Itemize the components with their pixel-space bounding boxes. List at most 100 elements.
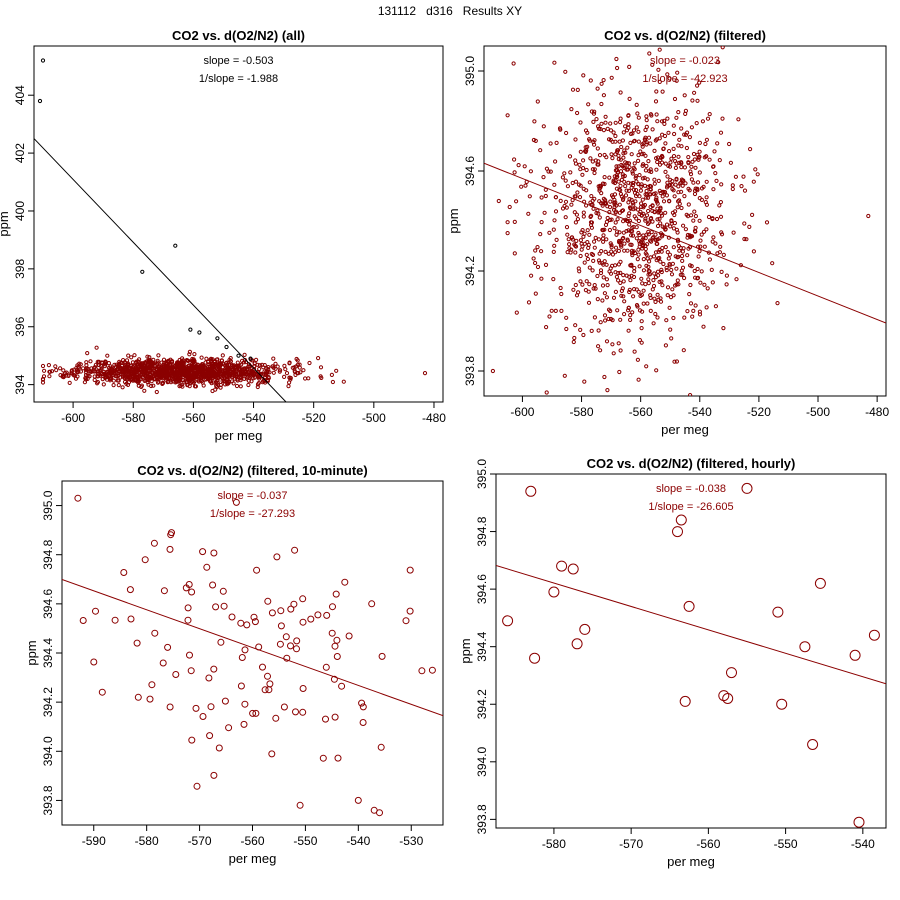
data-point [543, 262, 549, 267]
points-group [37, 58, 428, 395]
data-point [699, 197, 705, 202]
data-point [653, 275, 659, 280]
data-point [609, 217, 614, 222]
data-point [125, 361, 131, 366]
data-point [265, 686, 273, 694]
data-point [675, 278, 680, 283]
data-point [156, 353, 161, 358]
data-point [552, 60, 557, 65]
data-point [641, 257, 646, 262]
data-point [637, 173, 642, 178]
data-point [208, 379, 213, 384]
data-point [690, 159, 695, 164]
data-point [406, 607, 414, 615]
data-point [663, 227, 668, 232]
data-point [609, 193, 615, 198]
data-point [618, 120, 623, 125]
data-point [539, 276, 544, 281]
data-point [688, 235, 693, 240]
data-point [637, 194, 642, 199]
data-point [604, 295, 610, 300]
data-point [636, 115, 641, 120]
x-tick-label: -480 [865, 405, 889, 419]
data-point [635, 304, 640, 309]
data-point [301, 368, 306, 373]
data-point [157, 376, 162, 381]
data-point [514, 310, 519, 315]
data-point [648, 112, 654, 117]
data-point [663, 245, 668, 250]
data-point [406, 566, 414, 574]
data-point [707, 157, 712, 162]
data-point [602, 291, 608, 296]
data-point [631, 183, 636, 188]
data-point [570, 180, 575, 186]
data-point [287, 605, 295, 613]
data-point [585, 130, 590, 135]
data-point [162, 372, 167, 377]
data-point [514, 199, 519, 204]
data-point [602, 175, 607, 180]
data-point [523, 183, 528, 188]
x-tick-label: -590 [82, 834, 106, 848]
data-point [691, 308, 696, 313]
data-point [672, 526, 683, 538]
data-point [195, 362, 200, 367]
data-point [674, 266, 679, 271]
data-point [644, 252, 649, 257]
data-point [609, 75, 614, 80]
data-point [255, 384, 260, 390]
data-point [648, 238, 653, 243]
data-point [578, 327, 583, 332]
data-point [597, 260, 602, 265]
data-point [549, 308, 554, 313]
data-point [562, 171, 567, 176]
data-point [722, 693, 734, 704]
data-point [329, 372, 334, 377]
data-point [618, 188, 623, 193]
data-point [345, 632, 353, 640]
data-point [581, 186, 586, 191]
data-point [610, 342, 615, 347]
data-point [638, 209, 643, 214]
data-point [192, 375, 197, 381]
x-tick-label: -530 [399, 834, 423, 848]
data-point [611, 295, 617, 300]
data-point [582, 260, 587, 265]
data-point [293, 637, 301, 645]
data-point [716, 60, 721, 65]
data-point [538, 148, 543, 153]
data-point [535, 245, 540, 250]
data-point [688, 301, 694, 306]
data-point [704, 154, 709, 159]
data-point [126, 353, 131, 358]
data-point [573, 282, 578, 288]
data-point [111, 378, 116, 383]
data-point [671, 315, 676, 321]
data-point [90, 369, 95, 374]
data-point [533, 248, 538, 253]
data-point [764, 220, 770, 225]
data-point [664, 268, 669, 273]
data-point [679, 126, 684, 131]
data-point [688, 169, 693, 174]
data-point [214, 357, 219, 362]
data-point [705, 116, 711, 121]
data-point [210, 357, 215, 362]
data-point [554, 140, 559, 145]
data-point [628, 317, 633, 322]
data-point [610, 263, 615, 268]
data-point [751, 249, 757, 254]
data-point [626, 200, 631, 205]
data-point [717, 203, 722, 208]
slope-annotation: slope = -0.037 [217, 490, 287, 502]
data-point [543, 193, 548, 199]
y-tick-label: 395.0 [41, 490, 55, 520]
data-point [720, 116, 725, 121]
data-point [679, 695, 691, 707]
data-point [140, 269, 145, 274]
data-point [643, 153, 648, 158]
data-point [635, 111, 640, 116]
data-point [643, 218, 648, 223]
data-point [237, 367, 242, 372]
